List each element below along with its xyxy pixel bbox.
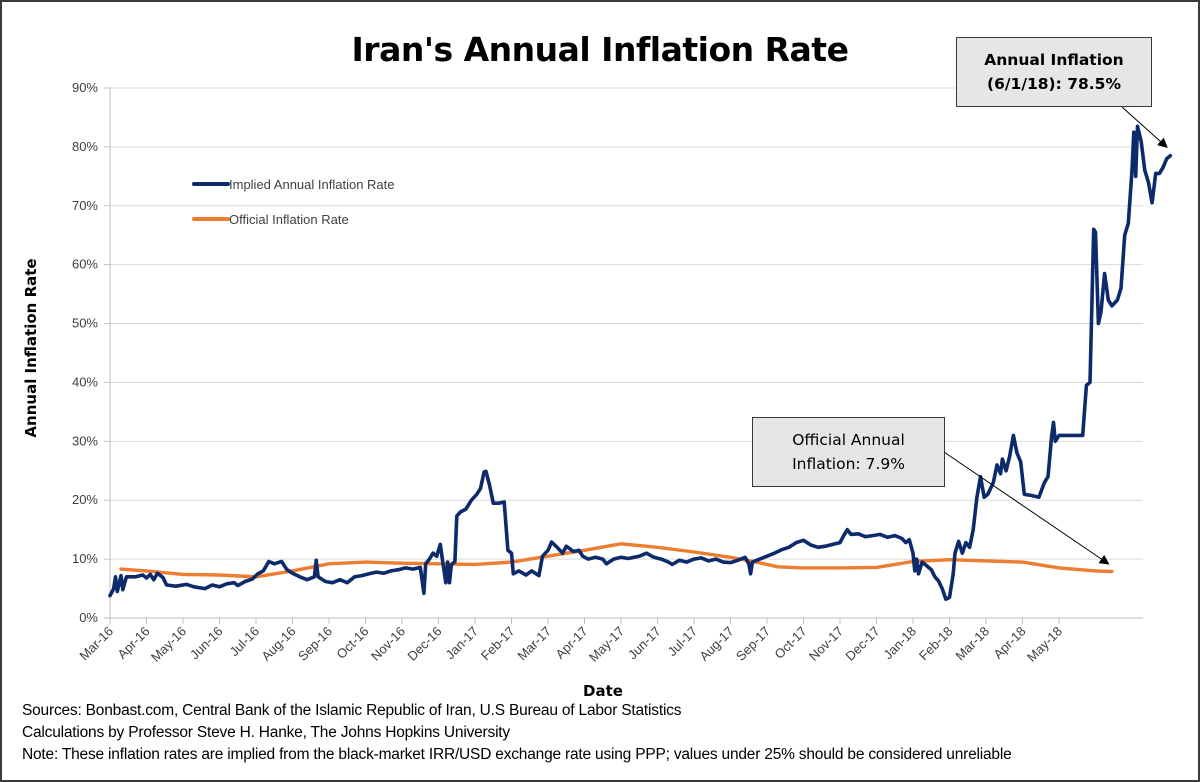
x-tick-label: Mar-17 (514, 624, 554, 664)
series-implied-line (108, 124, 1173, 601)
footer-calculations: Calculations by Professor Steve H. Hanke… (22, 724, 510, 741)
official-inflation-callout: Official Annual Inflation: 7.9% (752, 417, 945, 487)
footer-note: Note: These inflation rates are implied … (22, 746, 1012, 763)
callout-top-line2: (6/1/18): 78.5% (987, 75, 1121, 93)
x-tick-label: Sep-16 (295, 624, 335, 664)
annotation-arrows (943, 106, 1168, 565)
x-tick-label: Feb-18 (916, 624, 956, 664)
y-tick-label: 20% (72, 492, 98, 507)
x-tick-label: Jul-16 (226, 624, 262, 660)
legend-implied-label: Implied Annual Inflation Rate (229, 177, 395, 192)
footer-notes: Sources: Bonbast.com, Central Bank of th… (22, 700, 1012, 766)
y-axis: 0% 10% 20% 30% 40% 50% 60% 70% 80% 90% (72, 80, 111, 625)
x-tick-label: Apr-18 (990, 624, 1028, 662)
legend: Implied Annual Inflation Rate Official I… (192, 177, 395, 227)
y-tick-label: 70% (72, 198, 98, 213)
legend-official-label: Official Inflation Rate (229, 212, 349, 227)
x-tick-label: Apr-16 (114, 624, 152, 662)
y-tick-label: 10% (72, 551, 98, 566)
x-tick-label: Mar-18 (952, 624, 992, 664)
x-tick-label: Dec-16 (404, 624, 444, 664)
x-tick-label: May-16 (148, 624, 189, 665)
annotation-arrow-official (943, 451, 1110, 565)
gridlines (110, 87, 1143, 560)
x-tick-label: Apr-17 (552, 624, 590, 662)
callout-top-line1: Annual Inflation (984, 51, 1124, 69)
chart-title: Iran's Annual Inflation Rate (351, 30, 849, 69)
x-tick-label: Feb-17 (478, 624, 518, 664)
series-group (108, 124, 1173, 601)
y-tick-label: 60% (72, 257, 98, 272)
y-tick-label: 90% (72, 80, 98, 95)
x-tick-label: Aug-16 (258, 624, 298, 664)
x-tick-label: Nov-16 (368, 624, 408, 664)
x-tick-label: Jan-17 (442, 624, 481, 663)
callout-mid-line1: Official Annual (792, 431, 905, 449)
x-tick-label: Jul-17 (664, 624, 700, 660)
x-tick-label: Sep-17 (733, 624, 773, 664)
x-tick-label: Jan-18 (880, 624, 919, 663)
annotation-arrow-annual (1121, 106, 1168, 149)
x-tick-label: May-18 (1024, 624, 1065, 665)
y-tick-label: 0% (79, 610, 98, 625)
annual-inflation-callout: Annual Inflation (6/1/18): 78.5% (956, 37, 1152, 107)
y-tick-label: 80% (72, 139, 98, 154)
x-tick-label: Oct-16 (333, 624, 371, 662)
x-tick-label: Aug-17 (696, 624, 736, 664)
callout-mid-line2: Inflation: 7.9% (792, 455, 905, 473)
y-axis-title: Annual Inflation Rate (22, 258, 40, 437)
x-tick-label: Nov-17 (806, 624, 846, 664)
x-tick-label: Dec-17 (842, 624, 882, 664)
x-tick-label: Oct-17 (771, 624, 809, 662)
x-tick-label: Jun-16 (187, 624, 226, 663)
y-tick-label: 50% (72, 316, 98, 331)
x-tick-label: Jun-17 (625, 624, 664, 663)
footer-sources: Sources: Bonbast.com, Central Bank of th… (22, 702, 682, 719)
y-tick-label: 30% (72, 433, 98, 448)
x-tick-label: May-17 (586, 624, 627, 665)
x-tick-label: Mar-16 (76, 624, 116, 664)
x-axis-title: Date (583, 682, 623, 700)
y-tick-label: 40% (72, 374, 98, 389)
